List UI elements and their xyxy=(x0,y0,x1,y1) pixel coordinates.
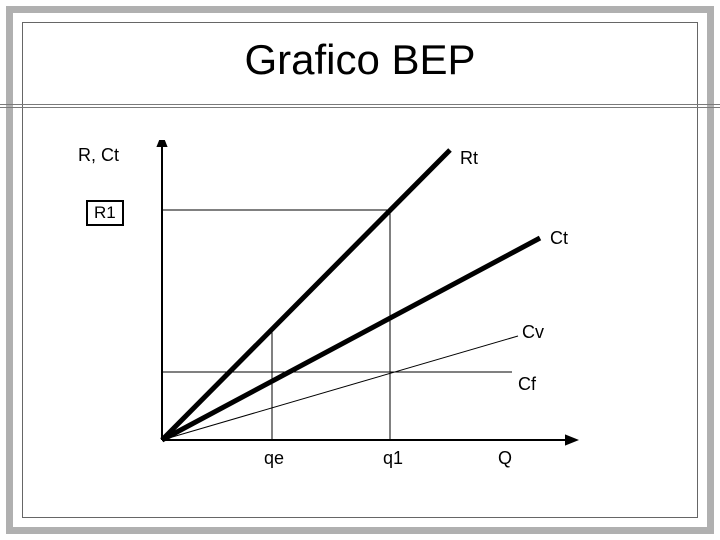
label-R1: R1 xyxy=(86,200,124,226)
label-Rt: Rt xyxy=(460,148,478,169)
label-Cv: Cv xyxy=(522,322,544,343)
bep-chart-svg xyxy=(80,140,640,490)
label-Q: Q xyxy=(498,448,512,469)
title-underline xyxy=(0,104,720,108)
label-Ct: Ct xyxy=(550,228,568,249)
label-qe: qe xyxy=(264,448,284,469)
slide-title: Grafico BEP xyxy=(0,36,720,84)
y-axis-label: R, Ct xyxy=(78,145,119,166)
label-Cf: Cf xyxy=(518,374,536,395)
label-q1: q1 xyxy=(383,448,403,469)
bep-chart: R, Ct R1 Rt Ct Cv Cf qe q1 Q xyxy=(80,140,640,490)
